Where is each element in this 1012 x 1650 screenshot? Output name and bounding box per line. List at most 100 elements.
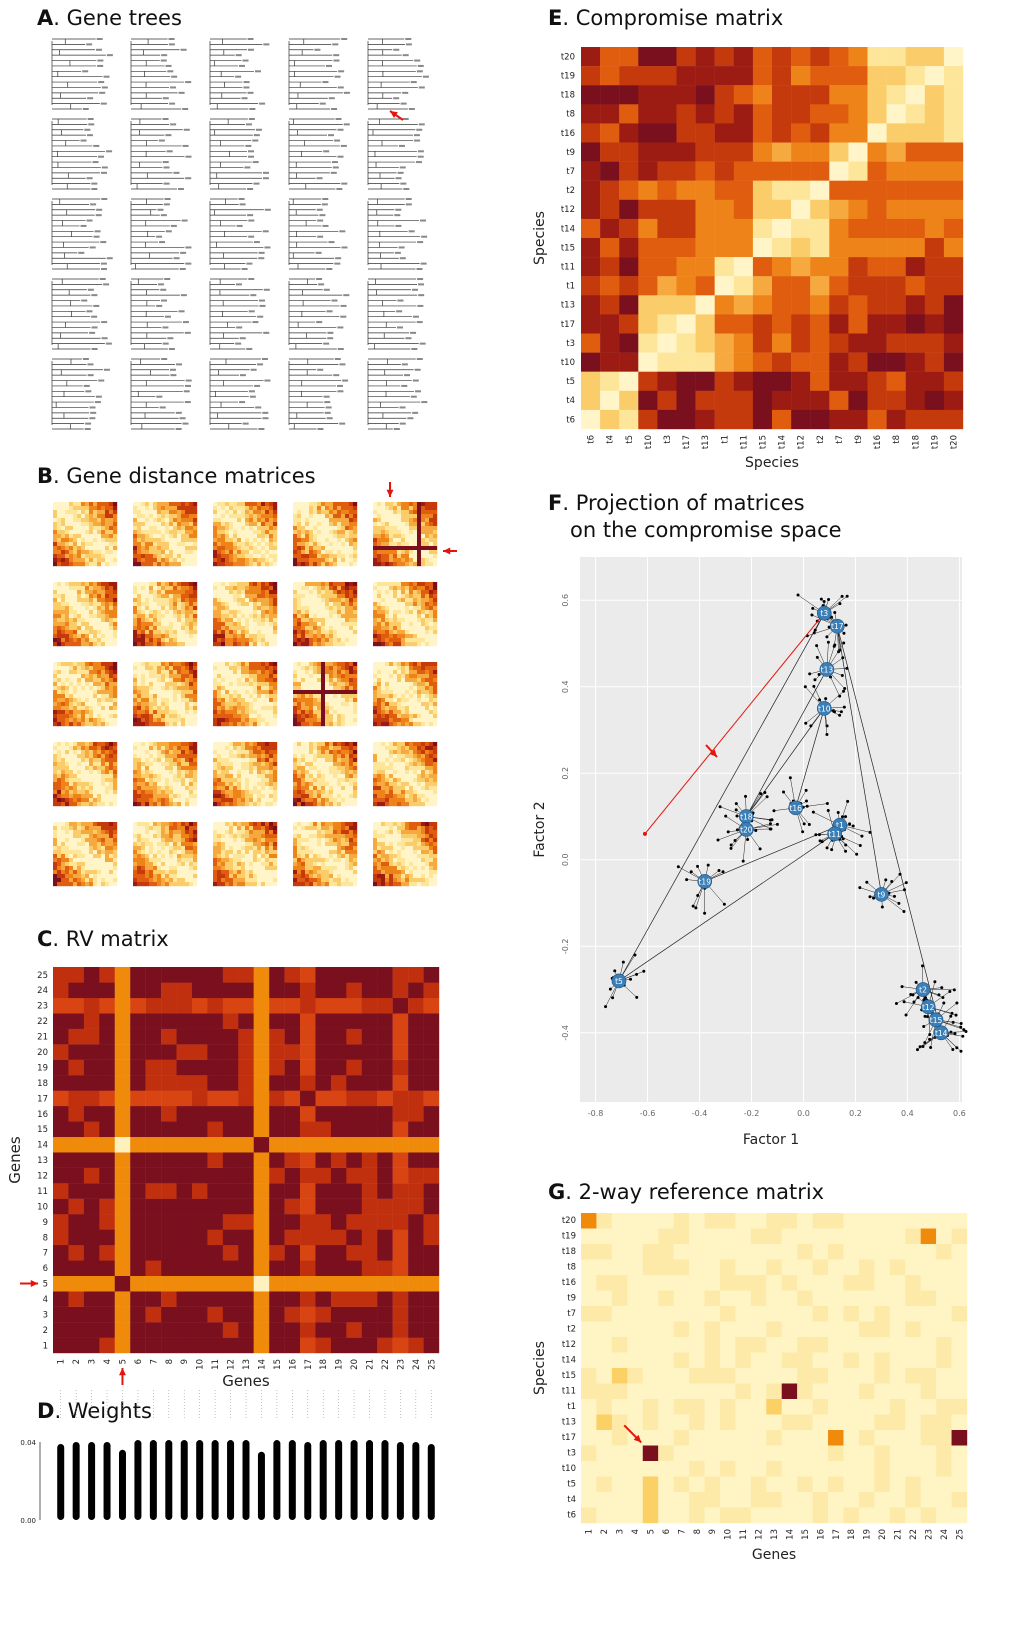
matrix-cell bbox=[189, 530, 194, 535]
matrix-cell bbox=[433, 706, 438, 711]
matrix-cell bbox=[81, 690, 86, 695]
tree-leaf-label bbox=[416, 70, 423, 73]
matrix-cell bbox=[97, 782, 102, 787]
matrix-cell bbox=[301, 554, 306, 559]
matrix-cell bbox=[89, 622, 94, 627]
matrix-cell bbox=[97, 510, 102, 515]
matrix-cell bbox=[297, 558, 302, 563]
matrix-cell bbox=[377, 518, 382, 523]
matrix-cell bbox=[253, 766, 258, 771]
matrix-cell bbox=[173, 530, 178, 535]
matrix-cell bbox=[385, 682, 390, 687]
matrix-cell bbox=[245, 510, 250, 515]
matrix-cell bbox=[421, 622, 426, 627]
distance-matrix bbox=[213, 742, 278, 807]
matrix-cell bbox=[105, 714, 110, 719]
matrix-cell bbox=[401, 602, 406, 607]
matrix-cell bbox=[425, 706, 430, 711]
matrix-cell bbox=[397, 702, 402, 707]
matrix-cell bbox=[313, 610, 318, 615]
matrix-cell bbox=[301, 718, 306, 723]
matrix-cell bbox=[417, 690, 422, 695]
matrix-cell bbox=[301, 698, 306, 703]
matrix-cell bbox=[137, 506, 142, 511]
matrix-cell bbox=[101, 790, 106, 795]
matrix-cell bbox=[261, 614, 266, 619]
matrix-cell bbox=[189, 694, 194, 699]
matrix-cell bbox=[165, 778, 170, 783]
matrix-cell bbox=[229, 766, 234, 771]
matrix-cell bbox=[337, 622, 342, 627]
matrix-cell bbox=[109, 754, 114, 759]
matrix-cell bbox=[349, 554, 354, 559]
matrix-cell bbox=[321, 690, 326, 695]
matrix-cell bbox=[237, 794, 242, 799]
matrix-cell bbox=[77, 562, 82, 567]
tree-leaf-label bbox=[262, 411, 269, 414]
matrix-cell bbox=[73, 610, 78, 615]
matrix-cell bbox=[181, 686, 186, 691]
matrix-cell bbox=[137, 770, 142, 775]
matrix-cell bbox=[313, 586, 318, 591]
matrix-cell bbox=[417, 634, 422, 639]
tree-leaf-label bbox=[418, 86, 425, 89]
matrix-cell bbox=[153, 750, 158, 755]
matrix-cell bbox=[353, 550, 358, 555]
matrix-cell bbox=[221, 622, 226, 627]
tree-leaf-label bbox=[85, 390, 92, 393]
matrix-cell bbox=[393, 558, 398, 563]
matrix-cell bbox=[317, 642, 322, 647]
matrix-cell bbox=[173, 786, 178, 791]
matrix-cell bbox=[345, 546, 350, 551]
matrix-cell bbox=[257, 682, 262, 687]
matrix-cell bbox=[409, 614, 414, 619]
matrix-cell bbox=[397, 718, 402, 723]
matrix-cell bbox=[405, 558, 410, 563]
matrix-cell bbox=[297, 698, 302, 703]
matrix-cell bbox=[221, 786, 226, 791]
matrix-cell bbox=[429, 534, 434, 539]
matrix-cell bbox=[425, 602, 430, 607]
matrix-cell bbox=[93, 778, 98, 783]
matrix-cell bbox=[353, 670, 358, 675]
matrix-cell bbox=[261, 662, 266, 667]
matrix-cell bbox=[97, 638, 102, 643]
matrix-cell bbox=[273, 682, 278, 687]
matrix-cell bbox=[297, 550, 302, 555]
matrix-cell bbox=[73, 802, 78, 807]
matrix-cell bbox=[65, 622, 70, 627]
matrix-cell bbox=[73, 534, 78, 539]
matrix-cell bbox=[61, 710, 66, 715]
matrix-cell bbox=[89, 782, 94, 787]
matrix-cell bbox=[81, 582, 86, 587]
matrix-cell bbox=[77, 694, 82, 699]
matrix-cell bbox=[421, 582, 426, 587]
matrix-cell bbox=[89, 538, 94, 543]
matrix-cell bbox=[101, 522, 106, 527]
matrix-cell bbox=[265, 702, 270, 707]
matrix-cell bbox=[221, 626, 226, 631]
tree-leaf-label bbox=[341, 38, 348, 40]
matrix-cell bbox=[69, 558, 74, 563]
matrix-cell bbox=[165, 614, 170, 619]
matrix-cell bbox=[385, 506, 390, 511]
matrix-cell bbox=[321, 558, 326, 563]
matrix-cell bbox=[109, 694, 114, 699]
tree-leaf-label bbox=[395, 208, 402, 211]
matrix-cell bbox=[393, 618, 398, 623]
matrix-cell bbox=[165, 802, 170, 807]
matrix-cell bbox=[89, 558, 94, 563]
matrix-cell bbox=[337, 534, 342, 539]
matrix-cell bbox=[237, 590, 242, 595]
matrix-cell bbox=[353, 690, 358, 695]
matrix-cell bbox=[313, 550, 318, 555]
matrix-cell bbox=[433, 582, 438, 587]
matrix-cell bbox=[153, 742, 158, 747]
matrix-cell bbox=[253, 754, 258, 759]
matrix-cell bbox=[149, 762, 154, 767]
matrix-cell bbox=[345, 562, 350, 567]
matrix-cell bbox=[301, 558, 306, 563]
matrix-cell bbox=[105, 750, 110, 755]
matrix-cell bbox=[193, 630, 198, 635]
tree-leaf-label bbox=[161, 54, 168, 57]
